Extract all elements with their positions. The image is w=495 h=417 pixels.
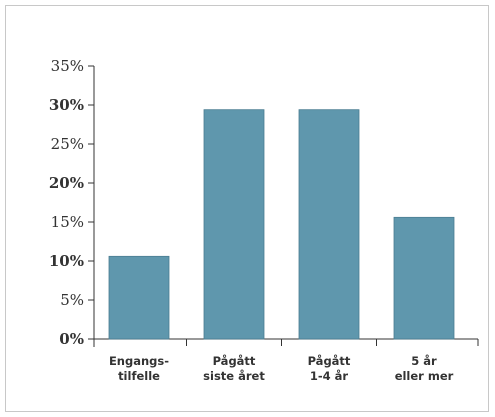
y-tick-label-0: 0%	[59, 330, 84, 348]
y-tick-label-25: 25%	[51, 135, 84, 153]
y-tick-label-5: 5%	[60, 291, 84, 309]
x-tick-label-3-line-1: Pågått	[308, 354, 351, 368]
y-tick-label-30: 30%	[49, 96, 84, 114]
bars	[108, 109, 455, 340]
y-tick-label-35: 35%	[51, 57, 84, 75]
x-tick-label-3-line-2: 1-4 år	[310, 369, 349, 383]
x-tick-label-4-line-1: 5 år	[411, 354, 437, 368]
x-tick-label-1-line-2: tilfelle	[118, 369, 160, 383]
y-tick-label-15: 15%	[51, 213, 84, 231]
x-tick-label-2-line-2: siste året	[203, 369, 265, 383]
bar-2	[203, 109, 265, 340]
bar-3	[298, 109, 360, 340]
bar-4	[393, 216, 455, 340]
bar-1	[108, 255, 170, 340]
x-tick-label-4-line-2: eller mer	[395, 369, 454, 383]
x-tick-label-1-line-1: Engangs-	[109, 354, 169, 368]
y-tick-label-10: 10%	[49, 252, 84, 270]
y-tick-label-20: 20%	[49, 174, 84, 192]
y-ticks: 0% 5% 10% 15% 20% 25% 30% 35%	[49, 57, 94, 348]
x-tick-label-2-line-1: Pågått	[213, 354, 256, 368]
